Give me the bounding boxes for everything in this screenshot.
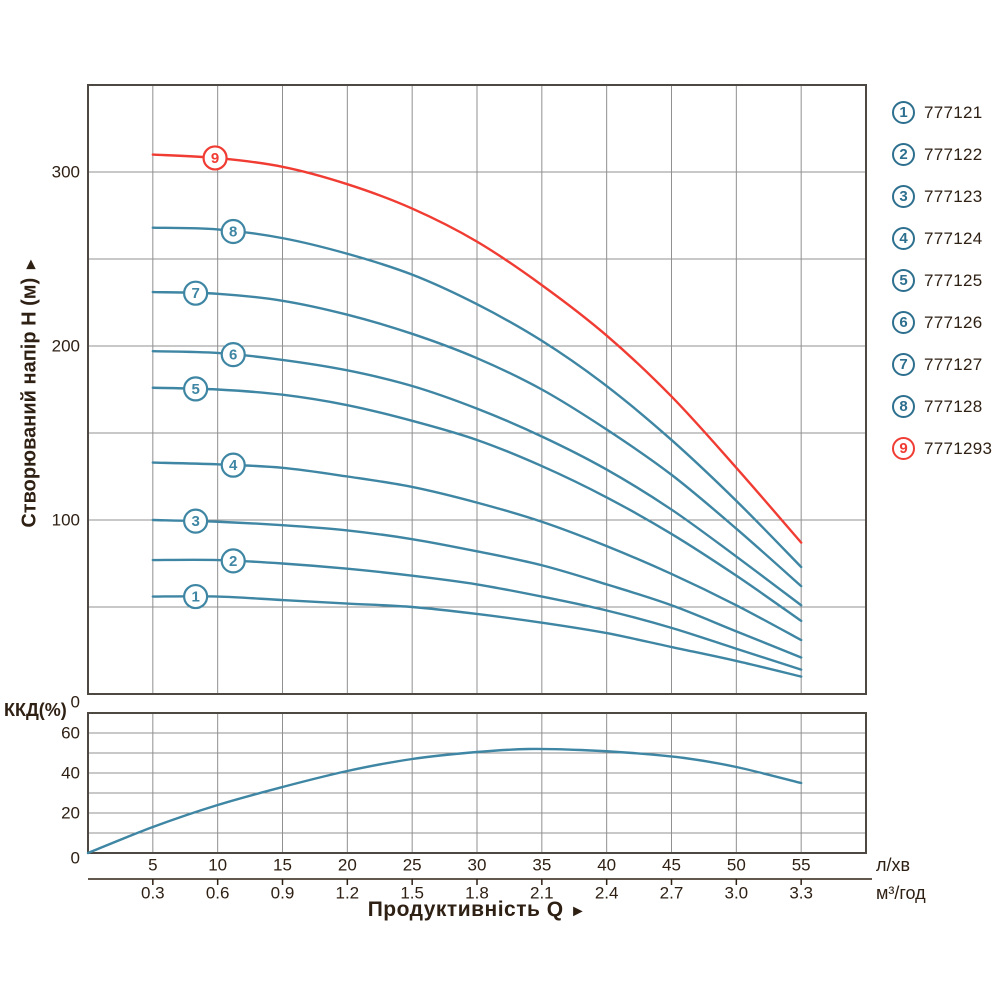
pump-curve-7 (151, 290, 803, 588)
y-tick-main-100: 100 (52, 510, 80, 529)
pump-curve-2 (151, 558, 803, 671)
pump-curve-9 (151, 153, 803, 544)
right-arrow-icon: ► (569, 903, 587, 920)
curve-number-6: 6 (229, 347, 237, 364)
up-arrow-icon: ► (22, 256, 40, 273)
curve-number-badge-8 (220, 218, 246, 245)
x-tick-lmin-40: 40 (597, 855, 616, 874)
y-tick-lower-0: 0 (71, 848, 80, 867)
y-tick-lower-40: 40 (61, 763, 80, 782)
curve-number-badge-4 (220, 452, 246, 478)
y-tick-main-200: 200 (52, 336, 80, 355)
x-tick-m3h-1.2: 1.2 (336, 883, 360, 902)
curve-number-badge-5 (183, 376, 209, 402)
x-axis-title: Продуктивність Q ► (88, 898, 866, 922)
x-tick-lmin-20: 20 (338, 855, 357, 874)
x-tick-lmin-35: 35 (532, 855, 551, 874)
curve-number-badge-9 (202, 145, 228, 171)
pump-curve-4 (151, 461, 803, 642)
curve-number-8: 8 (229, 223, 237, 240)
curve-number-5: 5 (191, 381, 199, 398)
curve-number-2: 2 (229, 553, 237, 570)
x-tick-m3h-0.6: 0.6 (206, 883, 230, 902)
x-tick-m3h-2.7: 2.7 (660, 883, 684, 902)
curve-number-badge-7 (183, 280, 209, 306)
x-axis-title-text: Продуктивність Q (367, 898, 564, 921)
x-tick-m3h-3.3: 3.3 (789, 883, 813, 902)
x-tick-m3h-2.1: 2.1 (530, 883, 554, 902)
curve-number-4: 4 (229, 457, 238, 474)
x-tick-m3h-0.3: 0.3 (141, 883, 165, 902)
x-tick-m3h-1.5: 1.5 (400, 883, 424, 902)
x-tick-lmin-30: 30 (468, 855, 487, 874)
x-tick-lmin-55: 55 (792, 855, 811, 874)
y-tick-lower-60: 60 (61, 723, 80, 742)
y-tick-main-300: 300 (52, 162, 80, 181)
pump-curve-6 (151, 350, 803, 607)
x-unit-lmin: л/хв (876, 855, 910, 875)
x-unit-m3h: м³/год (876, 883, 926, 903)
y-tick-lower-20: 20 (61, 803, 80, 822)
y-axis-title: Створюваний напір H (м) ► (19, 256, 42, 527)
lower-plot-border (87, 712, 867, 854)
curve-number-badge-1 (183, 583, 209, 610)
curve-number-3: 3 (191, 513, 199, 530)
x-tick-m3h-2.4: 2.4 (595, 883, 619, 902)
pump-curve-1 (151, 595, 803, 678)
curve-number-badge-3 (183, 508, 209, 534)
pump-curve-8 (151, 226, 803, 569)
curve-number-1: 1 (191, 589, 199, 606)
x-tick-m3h-0.9: 0.9 (271, 883, 295, 902)
curve-number-9: 9 (211, 150, 219, 167)
y-tick-main-0: 0 (71, 692, 80, 711)
x-tick-lmin-15: 15 (273, 855, 292, 874)
curve-number-badge-6 (220, 342, 246, 368)
efficiency-curve (86, 747, 803, 855)
x-tick-lmin-50: 50 (727, 855, 746, 874)
x-tick-lmin-10: 10 (208, 855, 227, 874)
x-tick-lmin-45: 45 (662, 855, 681, 874)
pump-curve-3 (151, 518, 803, 659)
y-axis-title-text: Створюваний напір H (м) (18, 277, 41, 528)
x-tick-m3h-1.8: 1.8 (465, 883, 489, 902)
pump-curve-5 (151, 386, 803, 623)
curve-number-7: 7 (191, 285, 199, 302)
x-tick-lmin-25: 25 (403, 855, 422, 874)
curve-number-badge-2 (220, 548, 246, 574)
efficiency-axis-label: ККД(%) (4, 700, 67, 720)
x-tick-m3h-3.0: 3.0 (725, 883, 749, 902)
main-plot-border (87, 84, 867, 695)
x-tick-lmin-5: 5 (148, 855, 157, 874)
